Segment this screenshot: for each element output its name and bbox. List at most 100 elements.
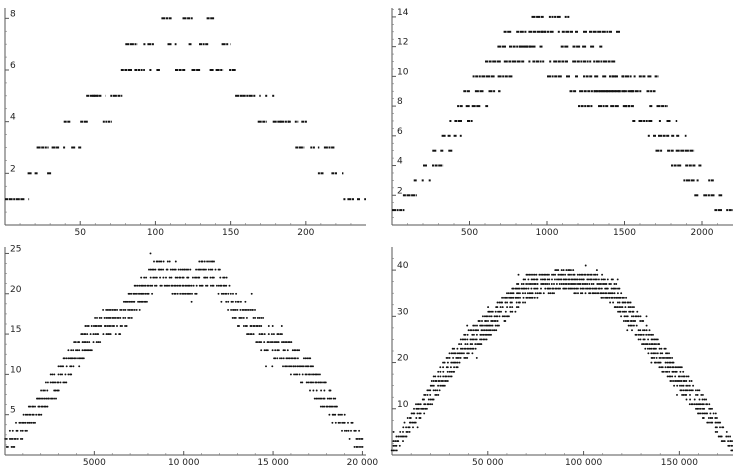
data-point [632,320,635,322]
data-point [702,403,705,406]
data-point [581,273,584,276]
data-point [133,300,136,303]
data-point [669,356,672,359]
data-point [522,296,525,299]
data-point [503,60,508,63]
data-point [482,338,485,341]
data-point [442,370,445,373]
data-point [324,381,327,384]
data-point [405,430,408,433]
data-point [703,398,706,401]
data-point [562,269,565,272]
data-point [533,296,536,299]
data-point [649,105,653,108]
data-point [515,306,518,309]
data-point [695,393,697,396]
data-point [720,435,723,438]
data-point [672,366,675,369]
data-point [296,373,299,376]
data-point [498,315,501,318]
data-point [571,287,574,290]
data-point [25,429,28,432]
data-point [219,276,222,279]
data-point [450,352,453,355]
data-point [471,343,474,346]
data-point [676,366,679,369]
data-point [605,283,608,285]
data-point [44,405,47,408]
data-point [162,260,165,263]
data-point [638,120,643,122]
data-point [646,90,650,93]
data-point [19,437,22,440]
data-point [701,412,704,415]
data-point [707,417,710,419]
x-tick-label: 10 000 [168,458,200,465]
data-point [271,365,274,368]
data-point [37,397,40,400]
y-tick-label: 6 [397,127,403,137]
data-point [689,393,691,396]
x-tick-label: 100 000 [565,458,602,465]
data-point [646,347,649,350]
data-point [337,413,340,416]
data-point [651,343,654,346]
data-point [454,120,458,122]
data-point [86,94,90,97]
data-point [466,338,469,341]
data-point [475,329,478,332]
data-point [531,15,536,18]
data-point [624,306,627,309]
data-point [97,333,100,336]
data-point [669,375,672,378]
data-point [671,134,675,137]
data-point [508,60,512,63]
data-point [601,283,603,285]
data-point [526,292,529,295]
data-point [557,287,560,290]
data-point [476,324,478,327]
data-point [179,292,182,295]
data-point [637,338,640,341]
data-point [124,325,127,327]
data-point [400,435,403,438]
data-point [244,308,247,311]
data-point [90,325,93,327]
data-point [554,15,557,18]
data-point [266,341,269,344]
y-tick-label: 30 [397,307,409,317]
data-point [59,365,62,368]
data-point [262,316,265,319]
data-point [155,276,158,279]
data-point [583,60,586,63]
data-point [574,283,577,285]
data-point [119,308,122,311]
data-point [429,393,432,396]
data-point [489,324,492,327]
data-point [102,120,105,123]
data-point [137,292,140,295]
data-point [130,308,133,311]
data-point [602,292,605,295]
data-point [495,329,498,332]
data-point [540,15,544,18]
data-point [681,375,683,378]
data-point [62,365,65,368]
data-point [240,316,243,319]
data-point [320,397,323,400]
data-point [467,352,470,355]
data-point [38,397,41,400]
data-point [53,389,56,392]
data-point [451,347,454,350]
data-point [29,413,32,416]
data-point [29,421,31,424]
data-point [187,268,190,271]
data-point [329,389,332,392]
data-point [496,306,499,309]
data-point [467,347,470,350]
data-point [667,149,671,152]
data-point [698,407,700,410]
data-point [579,287,582,290]
data-point [686,179,690,182]
data-point [516,45,519,48]
